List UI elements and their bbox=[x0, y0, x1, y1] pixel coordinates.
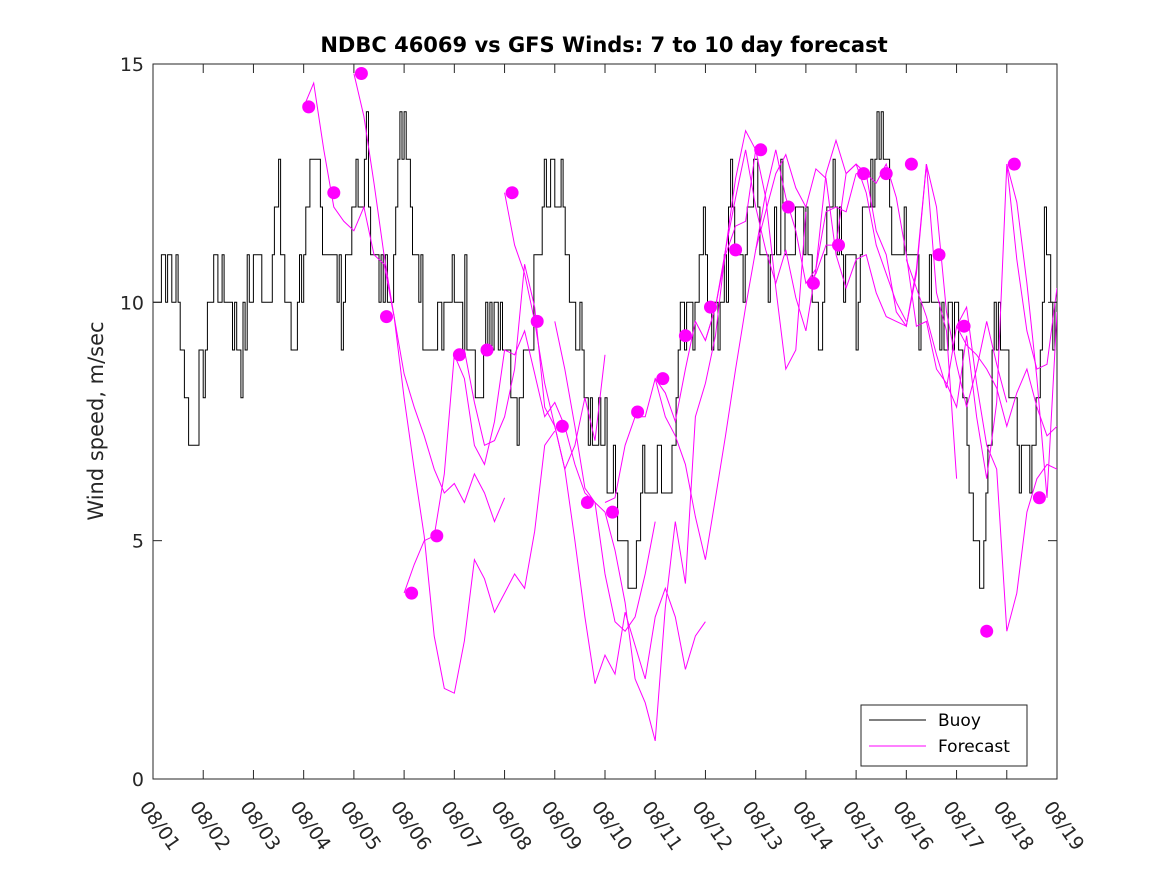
forecast-line bbox=[805, 163, 1008, 408]
forecast-line bbox=[1006, 163, 1057, 498]
forecast-marker bbox=[327, 186, 341, 200]
forecast-marker bbox=[806, 276, 820, 290]
forecast-marker bbox=[656, 372, 670, 386]
forecast-marker bbox=[480, 343, 494, 357]
forecast-series bbox=[303, 73, 1057, 742]
forecast-markers bbox=[302, 67, 1046, 638]
forecast-marker bbox=[606, 505, 619, 519]
y-axis-label: Wind speed, m/sec bbox=[84, 321, 108, 520]
forecast-marker bbox=[555, 419, 569, 433]
forecast-line bbox=[504, 192, 706, 684]
forecast-marker bbox=[729, 243, 743, 257]
forecast-marker bbox=[904, 157, 918, 171]
buoy-series bbox=[153, 111, 1057, 589]
forecast-marker bbox=[754, 143, 768, 157]
forecast-marker bbox=[781, 200, 795, 214]
forecast-marker bbox=[354, 67, 368, 80]
forecast-marker bbox=[302, 100, 316, 114]
forecast-line bbox=[353, 73, 556, 694]
y-tick-label: 15 bbox=[120, 54, 144, 76]
forecast-line bbox=[303, 81, 506, 523]
forecast-marker bbox=[631, 405, 645, 419]
forecast-marker bbox=[505, 186, 519, 200]
legend-box bbox=[860, 704, 1028, 767]
y-tick-label: 10 bbox=[120, 292, 144, 314]
legend-forecast-label: Forecast bbox=[938, 737, 1010, 757]
forecast-line bbox=[905, 259, 1057, 632]
forecast-marker bbox=[530, 314, 544, 328]
buoy-line bbox=[153, 111, 1057, 589]
forecast-marker bbox=[879, 167, 893, 181]
y-tick-label: 0 bbox=[132, 769, 144, 791]
forecast-marker bbox=[1032, 491, 1046, 505]
forecast-line bbox=[453, 329, 656, 632]
forecast-marker bbox=[1007, 157, 1021, 171]
forecast-marker bbox=[932, 248, 946, 262]
forecast-marker bbox=[957, 319, 971, 333]
forecast-marker bbox=[678, 329, 692, 343]
forecast-marker bbox=[980, 624, 994, 638]
forecast-marker bbox=[380, 310, 393, 324]
legend-buoy-label: Buoy bbox=[938, 711, 981, 731]
forecast-marker bbox=[430, 529, 444, 543]
forecast-marker bbox=[580, 496, 594, 509]
legend: Buoy Forecast bbox=[860, 704, 1028, 767]
forecast-marker bbox=[857, 167, 871, 181]
forecast-marker bbox=[452, 348, 466, 362]
forecast-marker bbox=[704, 300, 717, 314]
chart-title: NDBC 46069 vs GFS Winds: 7 to 10 day for… bbox=[320, 33, 887, 57]
forecast-line bbox=[554, 129, 757, 742]
y-tick-label: 5 bbox=[132, 531, 144, 553]
forecast-line bbox=[704, 138, 907, 341]
forecast-marker bbox=[405, 586, 419, 600]
forecast-marker bbox=[832, 238, 845, 252]
